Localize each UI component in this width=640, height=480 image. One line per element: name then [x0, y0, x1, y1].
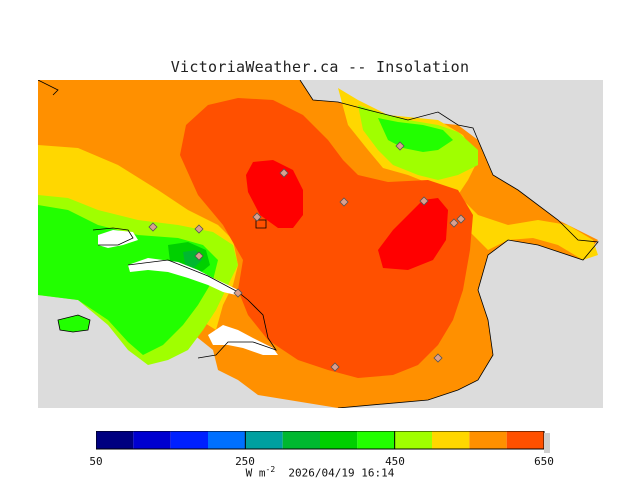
coastline [299, 80, 599, 408]
insolation-map [38, 80, 603, 408]
colorbar-tick-label: 250 [235, 455, 255, 468]
colorbar-cell [469, 431, 507, 449]
colorbar-cell [282, 431, 320, 449]
colorbar-cell [432, 431, 470, 449]
station-marker [433, 353, 443, 363]
chart-title: VictoriaWeather.ca -- Insolation [170, 58, 470, 76]
colorbar-tick-label: 450 [385, 455, 405, 468]
station-marker [252, 212, 262, 222]
band-350-400-east [378, 118, 453, 152]
colorbar-cell [208, 431, 246, 449]
coastline-small-island [255, 219, 267, 229]
station-marker [449, 218, 459, 228]
colorbar-shadow [544, 433, 550, 453]
coastline-south-island [57, 314, 91, 333]
station-marker [279, 168, 289, 178]
colorbar-cell [245, 431, 283, 449]
colorbar-tick-label: 50 [89, 455, 103, 468]
units-label: W m [245, 466, 266, 480]
coastline-west [38, 80, 277, 359]
band-600-650-east [378, 198, 448, 270]
coast-gap-strait [128, 258, 238, 295]
station-markers [148, 141, 466, 372]
units-and-timestamp: W m-2 2026/04/19 16:14 [0, 465, 640, 480]
station-marker [395, 141, 405, 151]
station-marker [194, 251, 204, 261]
band-600-650-north [246, 160, 303, 228]
colorbar-cell [394, 431, 432, 449]
colorbar [96, 431, 550, 453]
colorbar-tick-label: 650 [534, 455, 554, 468]
colorbar-cell [170, 431, 208, 449]
station-marker [456, 214, 466, 224]
station-marker [148, 222, 158, 232]
colorbar-cell [357, 431, 395, 449]
colorbar-cell [133, 431, 171, 449]
station-marker [194, 224, 204, 234]
station-marker [419, 196, 429, 206]
station-marker [233, 288, 243, 298]
coast-gap-south [208, 325, 278, 355]
timestamp: 2026/04/19 16:14 [288, 466, 395, 480]
station-marker [339, 197, 349, 207]
coast-gap-inlet [98, 230, 138, 248]
band-350-400-west [38, 205, 218, 355]
colorbar-cell [506, 431, 544, 449]
colorbar-cells [96, 431, 550, 453]
station-marker [330, 362, 340, 372]
units-exponent: -2 [265, 465, 276, 474]
colorbar-cell [320, 431, 358, 449]
colorbar-cell [96, 431, 134, 449]
